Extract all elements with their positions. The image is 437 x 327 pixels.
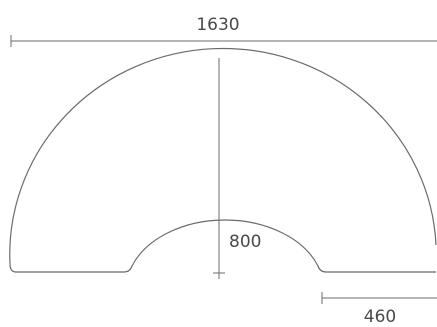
half-ring-outline (9, 47, 437, 273)
band-width-label: 460 (364, 307, 396, 327)
center-height-label: 800 (229, 232, 261, 252)
overall-width-dimension: 1630 (10, 15, 437, 47)
overall-width-label: 1630 (196, 15, 239, 35)
center-height-dimension: 800 (213, 58, 261, 279)
band-width-dimension: 460 (321, 292, 437, 327)
